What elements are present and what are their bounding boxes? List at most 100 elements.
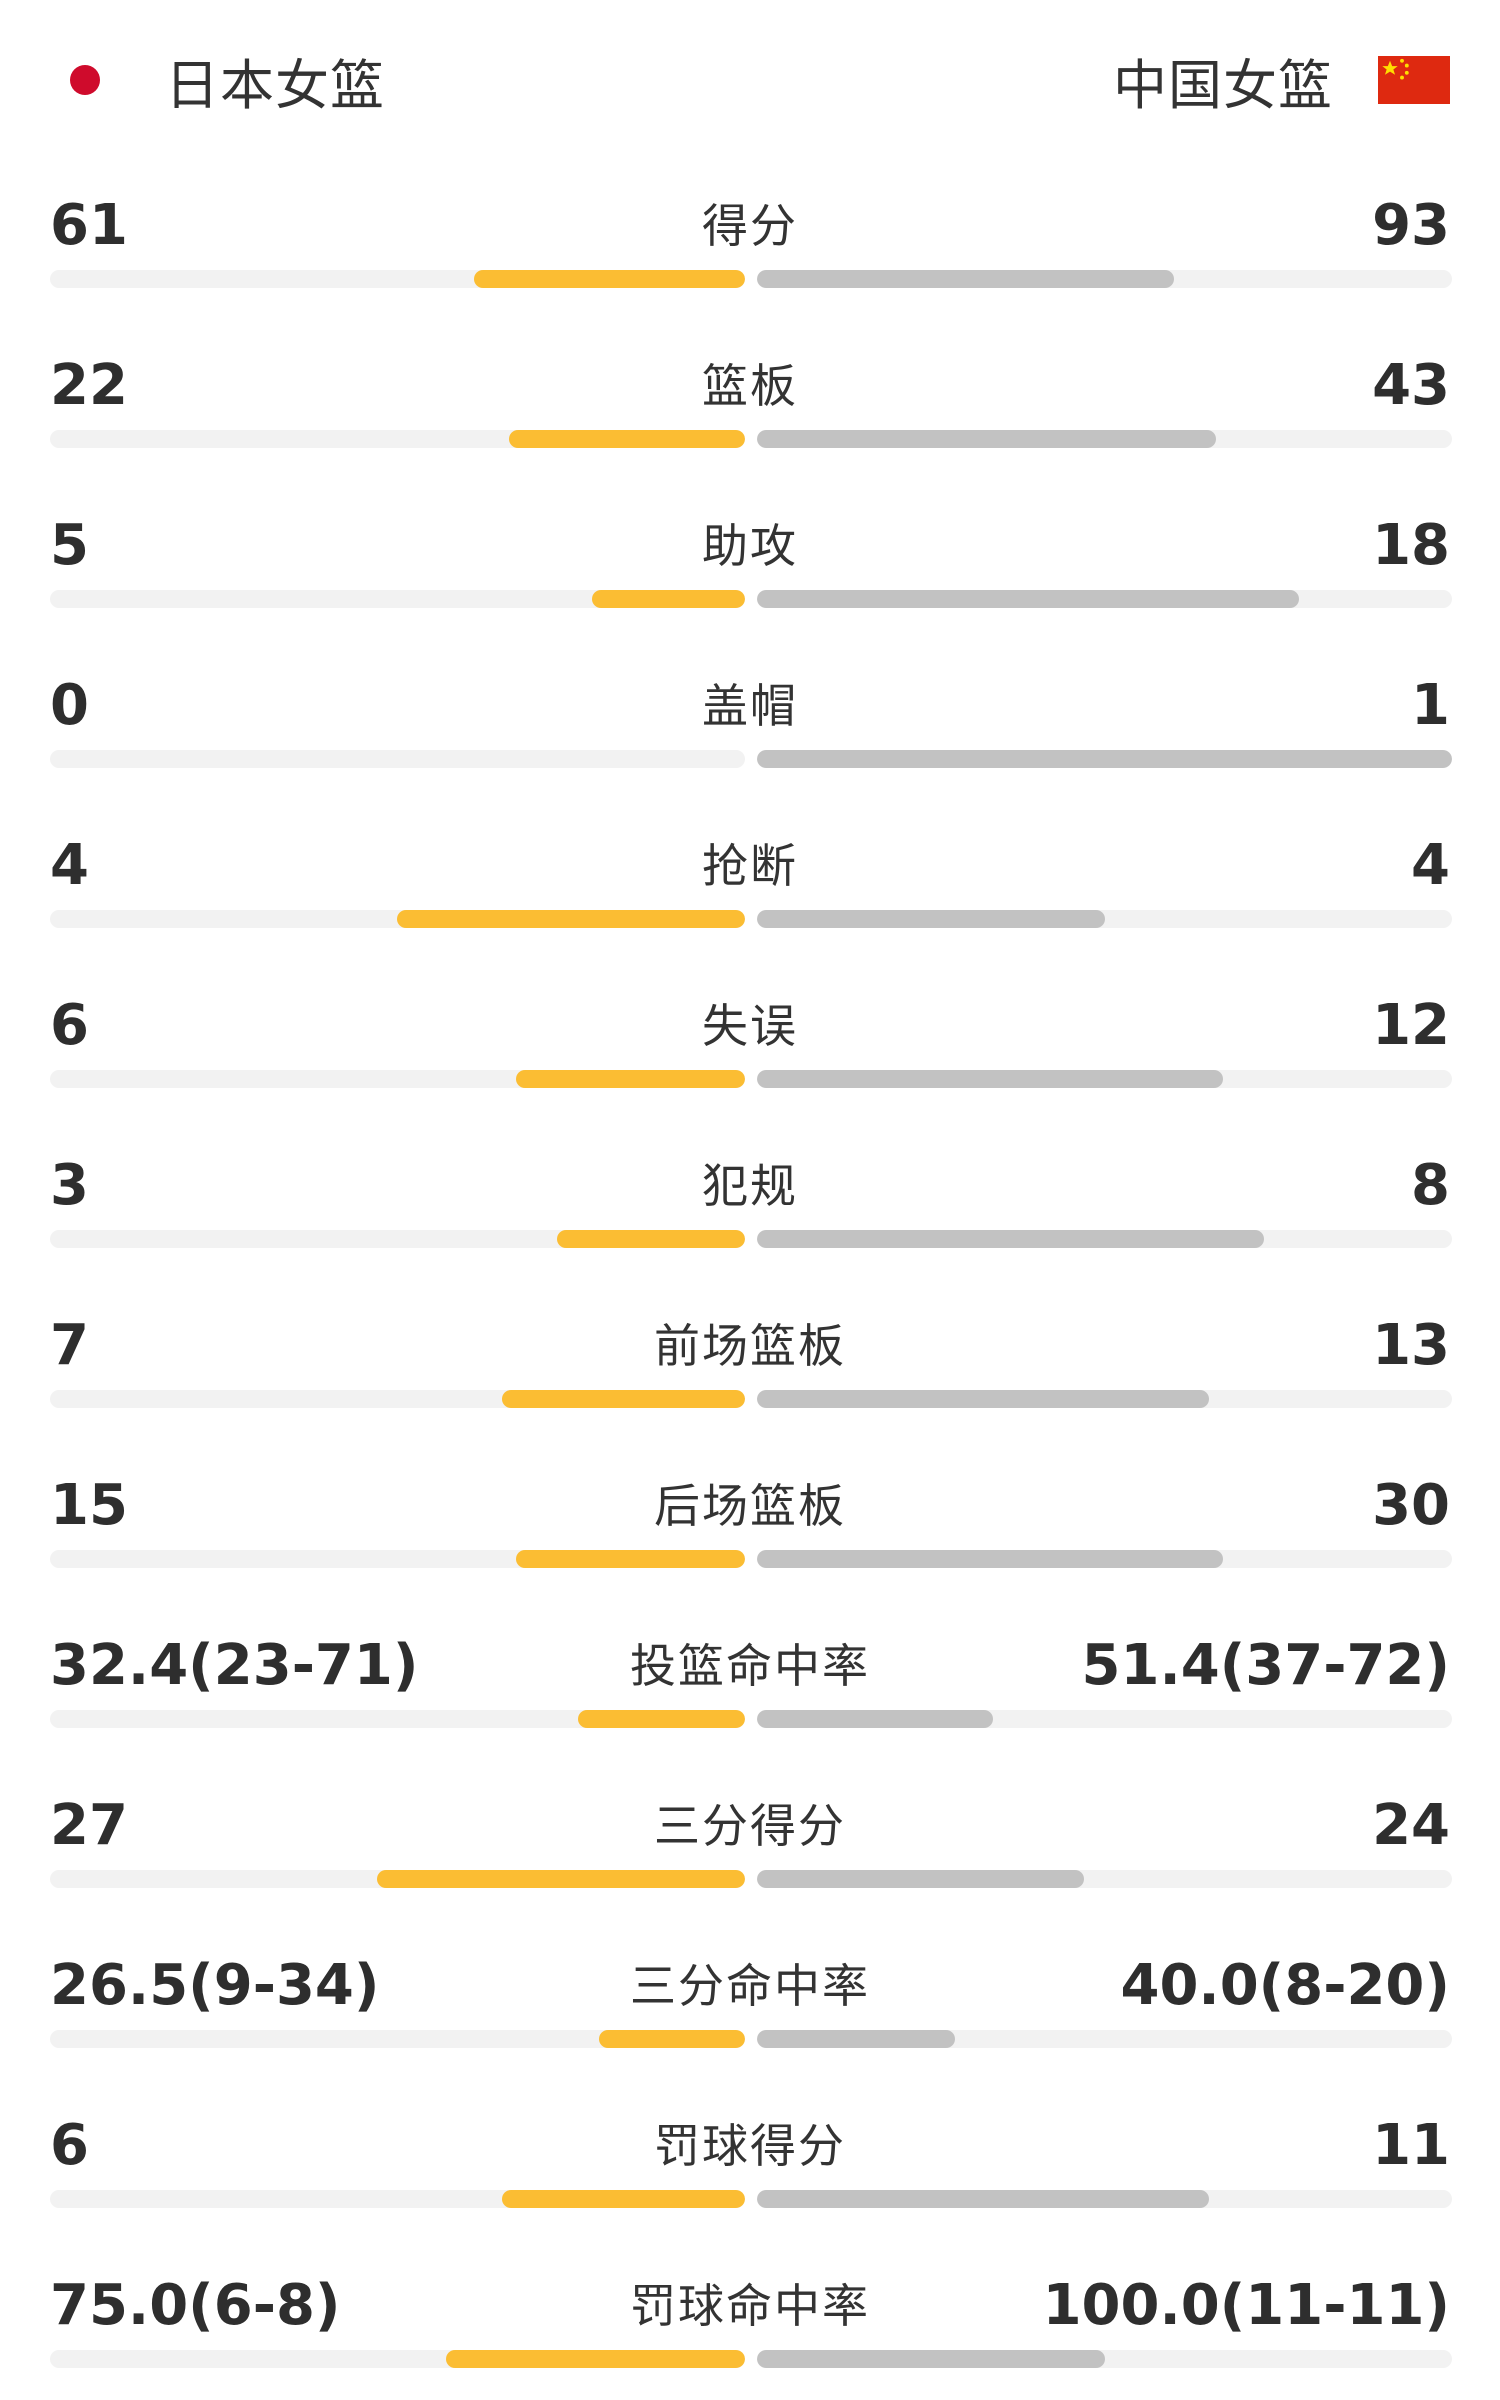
- stat-row: 61 得分 93: [0, 190, 1500, 350]
- stat-label: 失误: [702, 999, 798, 1053]
- right-team-value: 24: [1372, 1793, 1450, 1858]
- right-team-value: 11: [1372, 2113, 1450, 2178]
- left-team-value: 32.4(23-71): [50, 1633, 419, 1698]
- right-team-value: 13: [1372, 1313, 1450, 1378]
- right-team-bar: [757, 1710, 993, 1728]
- right-team-name: 中国女篮: [1113, 53, 1333, 117]
- right-team-bar: [757, 1070, 1223, 1088]
- stat-row: 4 抢断 4: [0, 830, 1500, 990]
- stat-label: 罚球命中率: [630, 2279, 870, 2333]
- left-team-value: 4: [50, 833, 89, 898]
- right-bar-track: [757, 1710, 1452, 1728]
- right-team-value: 51.4(37-72): [1081, 1633, 1450, 1698]
- right-bar-track: [757, 270, 1452, 288]
- right-team-bar: [757, 2350, 1105, 2368]
- left-team-bar: [516, 1070, 745, 1088]
- right-team-bar: [757, 910, 1105, 928]
- left-team-value: 3: [50, 1153, 89, 1218]
- left-bar-track: [50, 2190, 745, 2208]
- left-team-value: 5: [50, 513, 89, 578]
- left-team-value: 27: [50, 1793, 128, 1858]
- right-bar-track: [757, 910, 1452, 928]
- right-team-value: 93: [1372, 193, 1450, 258]
- left-bar-track: [50, 2350, 745, 2368]
- stats-list: 61 得分 93 22 篮板 43 5 助攻 18 0 盖帽 1 4 抢断 4 6 失误 12 3 犯规 8 7 前场篮板 1…: [0, 190, 1500, 2400]
- stat-row: 26.5(9-34) 三分命中率 40.0(8-20): [0, 1950, 1500, 2110]
- left-bar-track: [50, 2030, 745, 2048]
- left-team-bar: [592, 590, 745, 608]
- left-team-value: 61: [50, 193, 128, 258]
- right-team: 中国女篮: [1113, 40, 1450, 120]
- right-team-bar: [757, 2030, 955, 2048]
- left-bar-track: [50, 750, 745, 768]
- right-team-value: 12: [1372, 993, 1450, 1058]
- left-team-bar: [502, 2190, 745, 2208]
- left-team-value: 15: [50, 1473, 128, 1538]
- right-bar-track: [757, 2350, 1452, 2368]
- left-bar-track: [50, 1550, 745, 1568]
- right-team-bar: [757, 1230, 1264, 1248]
- left-team-name: 日本女篮: [165, 53, 385, 117]
- right-team-bar: [757, 2190, 1209, 2208]
- stat-row: 32.4(23-71) 投篮命中率 51.4(37-72): [0, 1630, 1500, 1790]
- left-team-value: 0: [50, 673, 89, 738]
- right-bar-track: [757, 1070, 1452, 1088]
- left-team-bar: [397, 910, 745, 928]
- left-team-value: 7: [50, 1313, 89, 1378]
- left-team-bar: [516, 1550, 745, 1568]
- stat-row: 15 后场篮板 30: [0, 1470, 1500, 1630]
- right-team-value: 4: [1411, 833, 1450, 898]
- right-bar-track: [757, 1550, 1452, 1568]
- japan-flag-icon: [70, 65, 100, 95]
- stat-label: 后场篮板: [654, 1479, 846, 1533]
- stat-row: 3 犯规 8: [0, 1150, 1500, 1310]
- stat-row: 6 罚球得分 11: [0, 2110, 1500, 2270]
- right-team-value: 18: [1372, 513, 1450, 578]
- left-bar-track: [50, 1390, 745, 1408]
- right-bar-track: [757, 1870, 1452, 1888]
- left-team-value: 6: [50, 2113, 89, 2178]
- right-bar-track: [757, 2190, 1452, 2208]
- right-team-value: 100.0(11-11): [1042, 2273, 1450, 2338]
- right-team-bar: [757, 1390, 1209, 1408]
- teams-header: 日本女篮 中国女篮: [0, 0, 1500, 150]
- stat-row: 75.0(6-8) 罚球命中率 100.0(11-11): [0, 2270, 1500, 2400]
- stat-label: 三分得分: [654, 1799, 846, 1853]
- right-team-value: 43: [1372, 353, 1450, 418]
- left-team-bar: [474, 270, 745, 288]
- right-team-bar: [757, 270, 1174, 288]
- right-bar-track: [757, 590, 1452, 608]
- left-bar-track: [50, 1710, 745, 1728]
- left-team-value: 22: [50, 353, 128, 418]
- right-bar-track: [757, 430, 1452, 448]
- left-bar-track: [50, 910, 745, 928]
- left-bar-track: [50, 1870, 745, 1888]
- stat-label: 犯规: [702, 1159, 798, 1213]
- right-bar-track: [757, 1230, 1452, 1248]
- left-team-bar: [502, 1390, 745, 1408]
- right-team-value: 30: [1372, 1473, 1450, 1538]
- right-bar-track: [757, 750, 1452, 768]
- right-team-bar: [757, 1870, 1084, 1888]
- stat-label: 得分: [702, 199, 798, 253]
- stat-label: 三分命中率: [630, 1959, 870, 2013]
- stat-label: 罚球得分: [654, 2119, 846, 2173]
- right-bar-track: [757, 1390, 1452, 1408]
- stat-label: 助攻: [702, 519, 798, 573]
- right-team-bar: [757, 430, 1216, 448]
- right-team-bar: [757, 590, 1299, 608]
- right-team-bar: [757, 1550, 1223, 1568]
- left-team-bar: [599, 2030, 745, 2048]
- right-bar-track: [757, 2030, 1452, 2048]
- left-team-value: 6: [50, 993, 89, 1058]
- stat-label: 盖帽: [702, 679, 798, 733]
- stat-label: 前场篮板: [654, 1319, 846, 1373]
- left-bar-track: [50, 270, 745, 288]
- stat-label: 篮板: [702, 359, 798, 413]
- stat-row: 5 助攻 18: [0, 510, 1500, 670]
- left-bar-track: [50, 1070, 745, 1088]
- left-team-value: 26.5(9-34): [50, 1953, 380, 2018]
- left-bar-track: [50, 1230, 745, 1248]
- left-team-bar: [578, 1710, 745, 1728]
